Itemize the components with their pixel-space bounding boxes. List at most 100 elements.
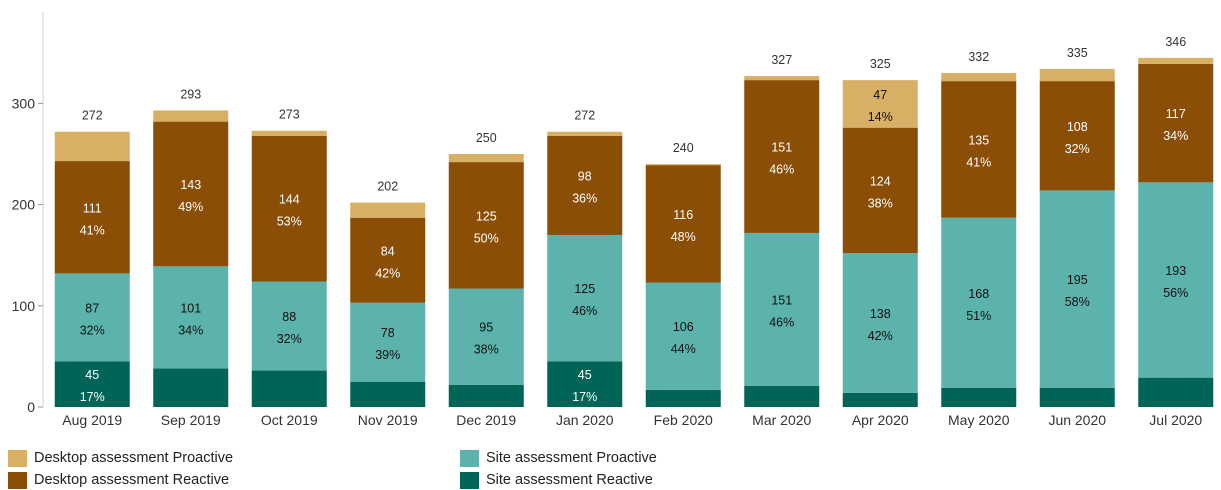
x-tick-label: Dec 2019	[456, 412, 516, 428]
bar-segment	[842, 127, 918, 254]
data-label: 45	[85, 368, 99, 382]
percent-label: 41%	[80, 223, 105, 237]
bar-segment	[1039, 190, 1115, 388]
percent-label: 46%	[769, 315, 794, 329]
bar-segment	[448, 288, 524, 385]
legend-swatch	[8, 449, 27, 467]
total-label: 346	[1165, 35, 1186, 49]
bar-segment	[350, 381, 426, 407]
bar-segment	[547, 135, 623, 235]
bar-segment	[153, 110, 229, 122]
bar-segment	[1039, 81, 1115, 191]
data-label: 151	[771, 141, 792, 155]
legend-item: Site assessment Reactive	[460, 470, 653, 490]
data-label: 111	[83, 201, 102, 215]
bar-segment	[350, 217, 426, 303]
percent-label: 32%	[1065, 142, 1090, 156]
percent-label: 34%	[1163, 129, 1188, 143]
percent-label: 17%	[572, 390, 597, 404]
x-tick-label: Apr 2020	[852, 412, 909, 428]
bar-segment	[153, 368, 229, 407]
data-label: 108	[1067, 120, 1088, 134]
bar-segment	[1138, 377, 1214, 407]
data-label: 47	[873, 88, 887, 102]
bar-segment	[448, 384, 524, 407]
bar-segment	[54, 161, 130, 274]
data-label: 116	[673, 208, 693, 222]
data-labels: 45 17% 87 32% 111 41% 272 101 34% 143 49% 293 88 32% 1…	[80, 35, 1189, 404]
total-label: 273	[279, 108, 300, 122]
bar-segment	[645, 282, 721, 390]
percent-label: 38%	[868, 196, 893, 210]
total-label: 293	[180, 87, 201, 101]
bar-segment	[941, 73, 1017, 82]
bars	[54, 57, 1214, 407]
bar-segment	[1138, 57, 1214, 64]
percent-label: 41%	[966, 155, 991, 169]
x-tick-label: Oct 2019	[261, 412, 318, 428]
bar-segment	[54, 361, 130, 407]
legend-item: Desktop assessment Proactive	[8, 448, 233, 468]
percent-label: 17%	[80, 390, 105, 404]
percent-label: 56%	[1163, 286, 1188, 300]
data-label: 193	[1165, 264, 1186, 278]
legend-swatch	[8, 471, 27, 489]
bar-segment	[547, 131, 623, 136]
bar-segment	[1138, 63, 1214, 183]
percent-label: 44%	[671, 342, 696, 356]
percent-label: 14%	[868, 110, 893, 124]
x-tick-label: Jan 2020	[556, 412, 614, 428]
bar-segment	[251, 130, 327, 136]
x-tick-label: Jun 2020	[1048, 412, 1106, 428]
bar-segment	[54, 273, 130, 362]
x-tick-label: Jul 2020	[1149, 412, 1202, 428]
data-label: 95	[479, 321, 493, 335]
percent-label: 32%	[277, 332, 302, 346]
total-label: 332	[968, 50, 989, 64]
bar-segment	[941, 387, 1017, 407]
bar-segment	[54, 131, 130, 162]
legend-label: Site assessment Proactive	[486, 450, 657, 466]
bar-segment	[645, 389, 721, 407]
bar-segment	[153, 266, 229, 369]
bar-segment	[941, 81, 1017, 218]
total-label: 250	[476, 131, 497, 145]
bar-segment	[744, 385, 820, 407]
percent-label: 51%	[966, 309, 991, 323]
data-label: 78	[381, 326, 395, 340]
data-label: 138	[870, 307, 891, 321]
legend-label: Site assessment Reactive	[486, 472, 653, 488]
percent-label: 32%	[80, 323, 105, 337]
bar-segment	[941, 217, 1017, 388]
bar-segment	[1039, 387, 1115, 407]
x-tick-label: Mar 2020	[752, 412, 811, 428]
data-label: 45	[578, 368, 592, 382]
bar-segment	[1138, 182, 1214, 378]
percent-label: 53%	[277, 215, 302, 229]
bar-segment	[547, 361, 623, 407]
percent-label: 39%	[375, 348, 400, 362]
percent-label: 42%	[375, 266, 400, 280]
legend-item: Site assessment Proactive	[460, 448, 657, 468]
bar-segment	[645, 165, 721, 283]
data-label: 101	[180, 301, 201, 315]
bar-segment	[645, 164, 721, 166]
data-label: 135	[968, 133, 989, 147]
x-tick-label: Nov 2019	[358, 412, 418, 428]
data-label: 84	[381, 244, 395, 258]
data-label: 124	[870, 174, 891, 188]
bar-segment	[842, 80, 918, 128]
legend-label: Desktop assessment Proactive	[34, 450, 234, 466]
legend: Desktop assessment Proactive Site assessm…	[8, 448, 1208, 490]
bar-segment	[448, 154, 524, 163]
bar-segment	[842, 253, 918, 393]
total-label: 325	[870, 57, 891, 71]
data-label: 168	[968, 287, 989, 301]
bar-segment	[448, 162, 524, 289]
data-label: 106	[673, 320, 694, 334]
total-label: 272	[82, 109, 103, 123]
bar-segment	[350, 202, 426, 218]
bar-segment	[744, 76, 820, 81]
